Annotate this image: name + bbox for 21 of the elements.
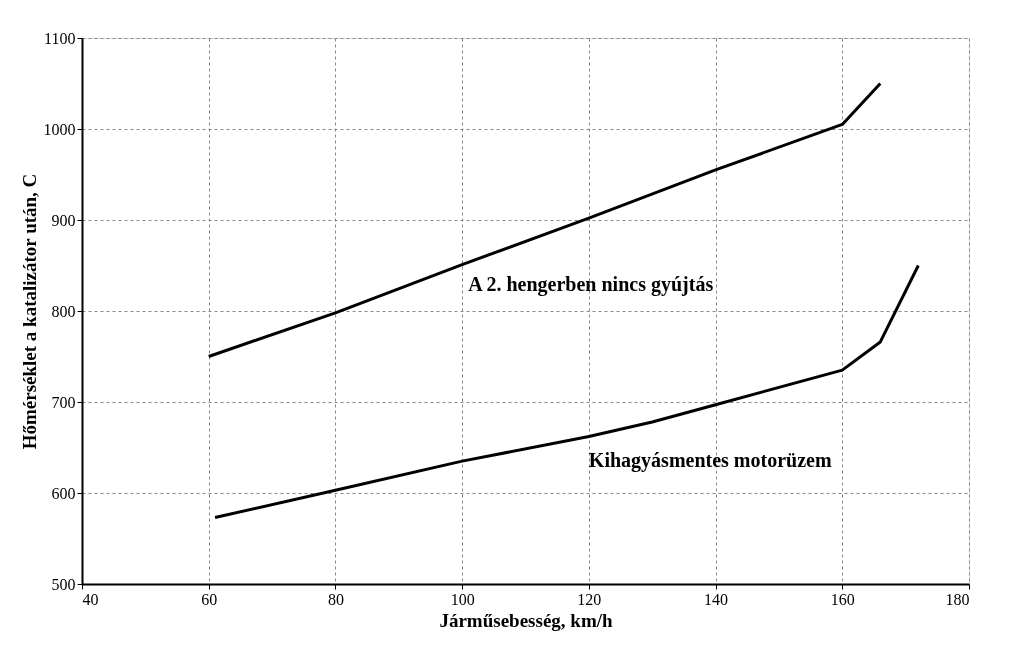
line-series [213, 264, 920, 520]
line-series [207, 82, 882, 358]
x-tick-label: 120 [577, 590, 602, 608]
y-tick-label: 600 [51, 484, 76, 502]
x-axis-title: Járműsebesség, km/h [439, 609, 613, 631]
x-tick-label: 140 [704, 590, 729, 608]
series-label: Kihagyásmentes motorüzem [588, 448, 832, 472]
y-tick-label: 500 [51, 575, 76, 593]
y-tick-label: 1000 [43, 120, 76, 138]
x-tick-label: 100 [450, 590, 475, 608]
x-tick-label: 80 [327, 590, 344, 608]
x-tick-label: 60 [201, 590, 218, 608]
y-axis-title: Hőmérséklet a katalizátor után, C [18, 173, 40, 450]
x-tick-label: 180 [945, 590, 970, 608]
x-tick-label: 160 [830, 590, 855, 608]
series-label: A 2. hengerben nincs gyújtás [468, 272, 714, 296]
x-tick-label: 40 [82, 590, 99, 608]
y-tick-label: 700 [51, 393, 76, 411]
y-tick-label: 1100 [44, 29, 76, 47]
y-tick-label: 800 [51, 302, 76, 320]
y-tick-label: 900 [51, 211, 76, 229]
